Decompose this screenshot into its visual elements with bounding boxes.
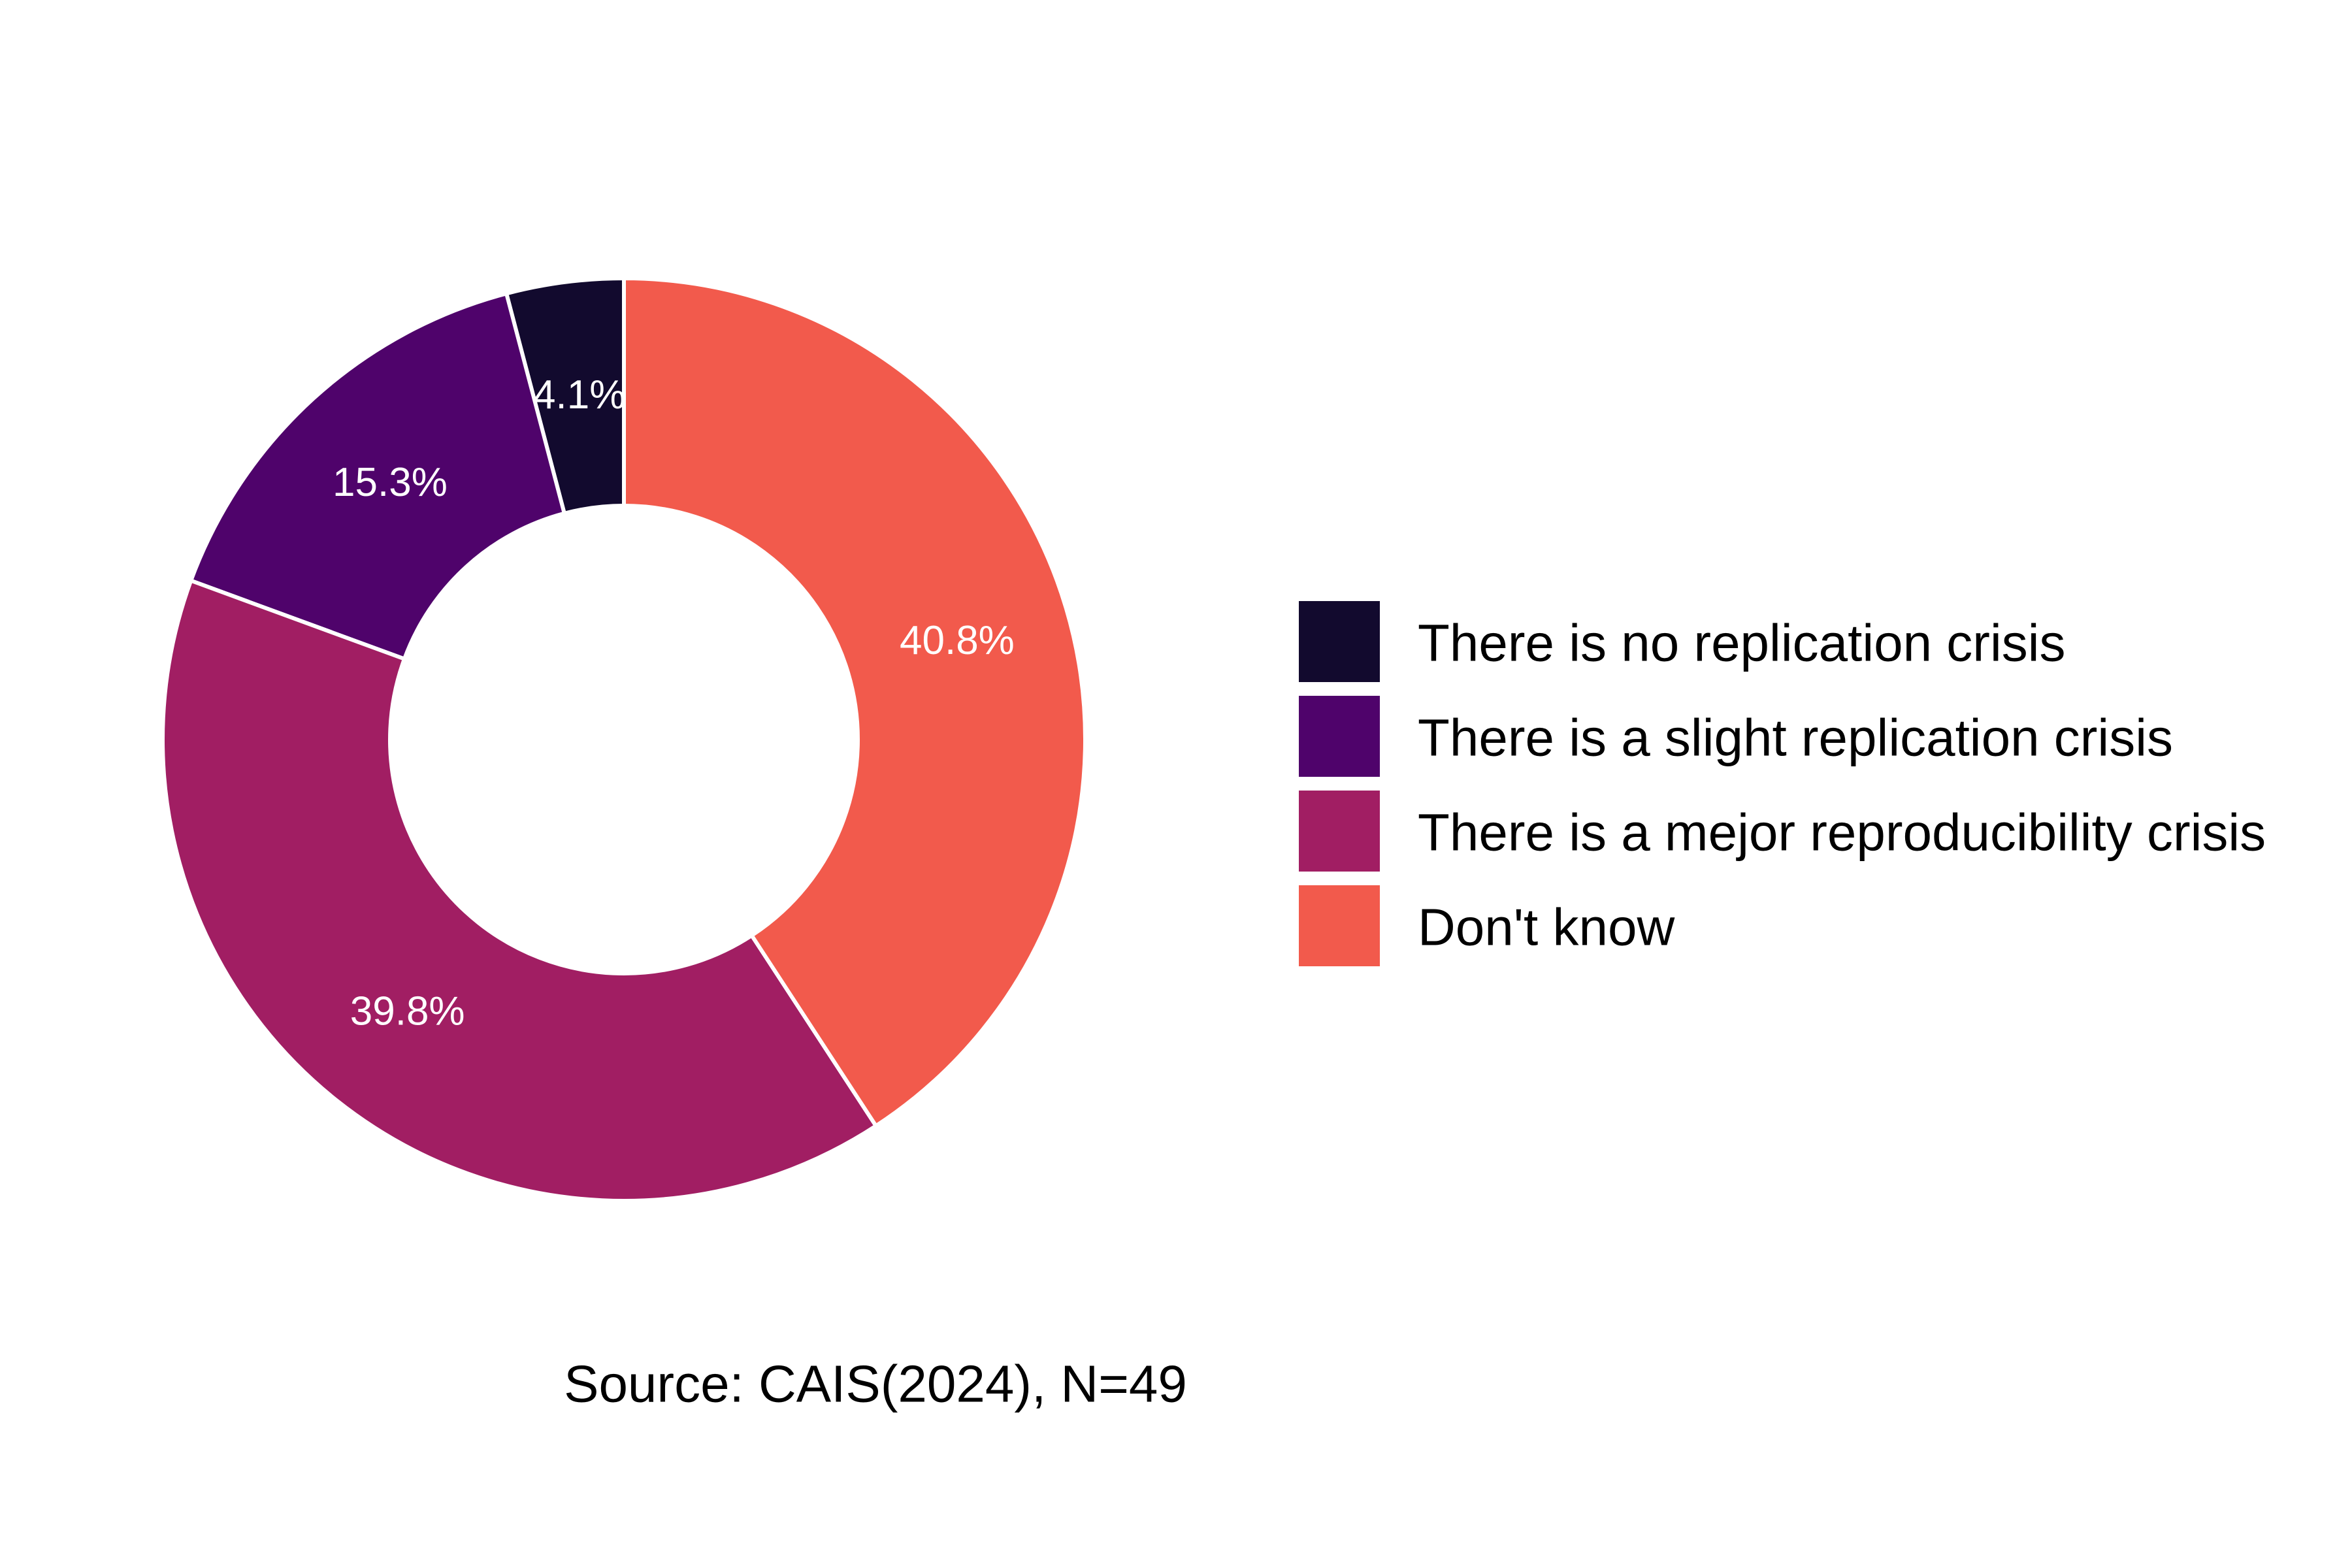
slice-value-label: 4.1% bbox=[533, 372, 625, 417]
legend-label: There is no replication crisis bbox=[1418, 614, 2065, 672]
legend-label: There is a mejor reproducibility crisis bbox=[1418, 804, 2266, 862]
slice-value-label: 39.8% bbox=[350, 989, 465, 1034]
legend-label: There is a slight replication crisis bbox=[1418, 709, 2173, 767]
legend-swatch bbox=[1299, 601, 1380, 682]
slice-value-label: 40.8% bbox=[900, 618, 1015, 663]
legend-swatch bbox=[1299, 885, 1380, 966]
donut-slice bbox=[161, 578, 878, 1203]
legend-swatch bbox=[1299, 696, 1380, 777]
legend: There is no replication crisis There is a… bbox=[1299, 601, 2266, 966]
slice-labels: 4.1% 15.3% 39.8% 40.8% bbox=[333, 372, 1015, 1034]
slice-value-label: 15.3% bbox=[333, 460, 448, 505]
donut-slice bbox=[189, 291, 566, 661]
source-caption: Source: CAIS(2024), N=49 bbox=[564, 1355, 1187, 1413]
donut-slice bbox=[622, 276, 1087, 1128]
legend-label: Don't know bbox=[1418, 898, 1674, 956]
legend-swatch bbox=[1299, 791, 1380, 872]
donut-slices bbox=[161, 276, 1087, 1203]
